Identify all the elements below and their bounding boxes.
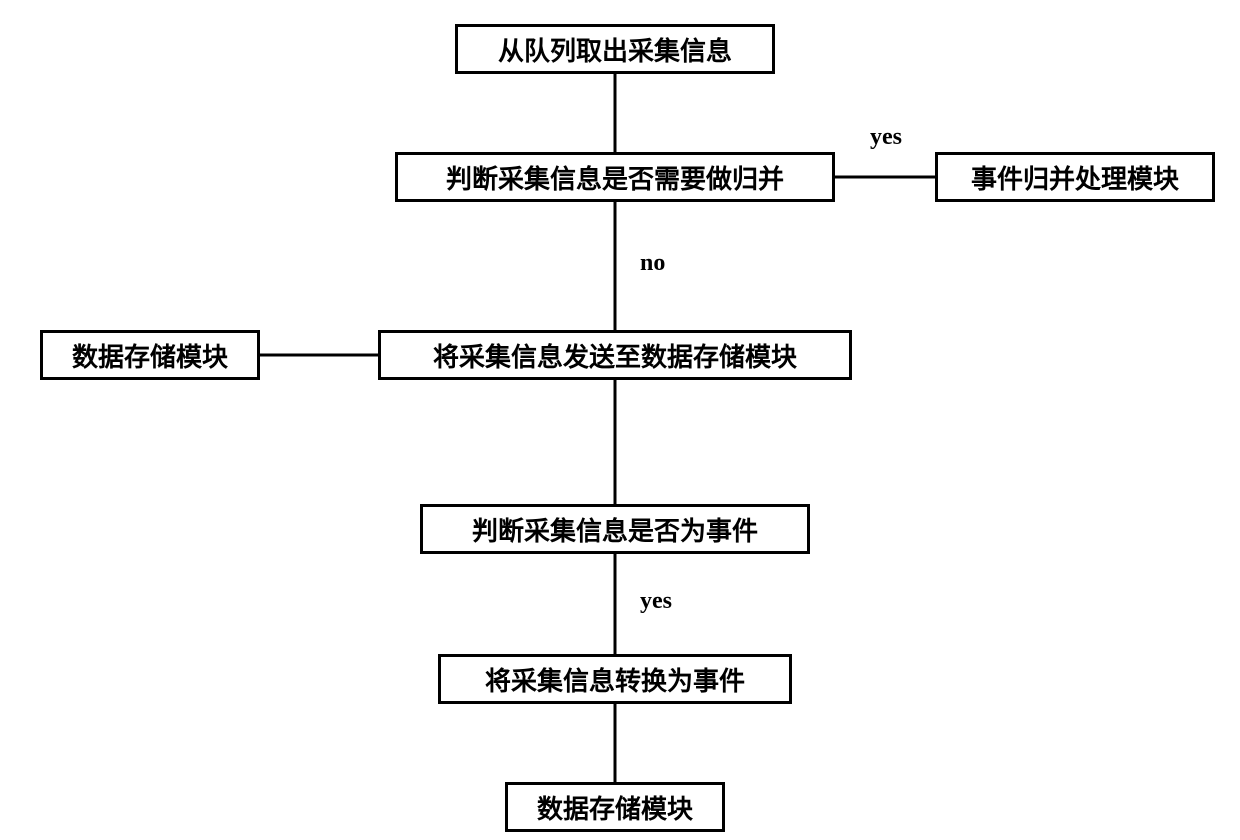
node-is-event: 判断采集信息是否为事件 xyxy=(420,504,810,554)
node-need-merge: 判断采集信息是否需要做归并 xyxy=(395,152,835,202)
node-merge-module: 事件归并处理模块 xyxy=(935,152,1215,202)
node-storage-left: 数据存储模块 xyxy=(40,330,260,380)
node-to-event: 将采集信息转换为事件 xyxy=(438,654,792,704)
edges-layer xyxy=(0,0,1240,840)
edge-label-yes-1: yes xyxy=(870,124,902,151)
edge-label-yes-2: yes xyxy=(640,588,672,615)
node-send-storage: 将采集信息发送至数据存储模块 xyxy=(378,330,852,380)
node-storage-bottom: 数据存储模块 xyxy=(505,782,725,832)
node-dequeue: 从队列取出采集信息 xyxy=(455,24,775,74)
edge-label-no: no xyxy=(640,250,665,277)
flowchart-canvas: 从队列取出采集信息 判断采集信息是否需要做归并 事件归并处理模块 将采集信息发送… xyxy=(0,0,1240,840)
